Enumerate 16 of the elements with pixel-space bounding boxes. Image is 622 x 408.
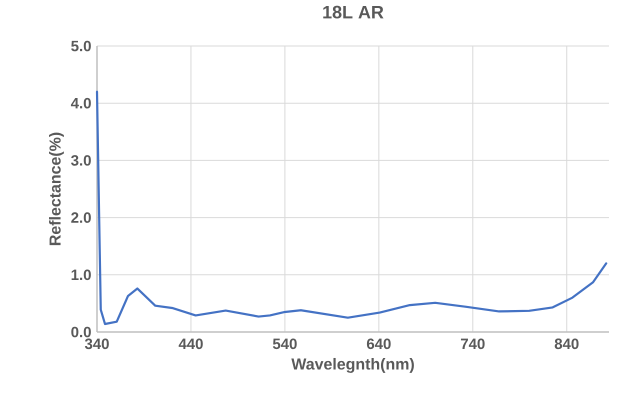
y-tick-label: 5.0: [71, 40, 91, 52]
y-tick-label: 4.0: [70, 98, 91, 108]
x-axis-title: Wavelegnth(nm): [291, 358, 414, 373]
x-tick-label: 640: [366, 338, 391, 350]
x-tick-label: 340: [84, 338, 109, 350]
line-series: [96, 90, 608, 326]
x-tick-label: 540: [272, 338, 297, 350]
x-tick-label: 840: [554, 338, 579, 350]
y-tick-label: 2.0: [71, 212, 91, 223]
y-axis-title: Reflectance(%): [49, 132, 64, 246]
x-tick-label: 740: [460, 338, 485, 350]
y-tick-label: 0.0: [71, 326, 91, 338]
y-tick-label: 1.0: [72, 270, 91, 280]
y-tick-label: 3.0: [71, 155, 91, 166]
x-tick-label: 440: [178, 338, 203, 350]
chart-title: 18L AR: [323, 6, 384, 18]
